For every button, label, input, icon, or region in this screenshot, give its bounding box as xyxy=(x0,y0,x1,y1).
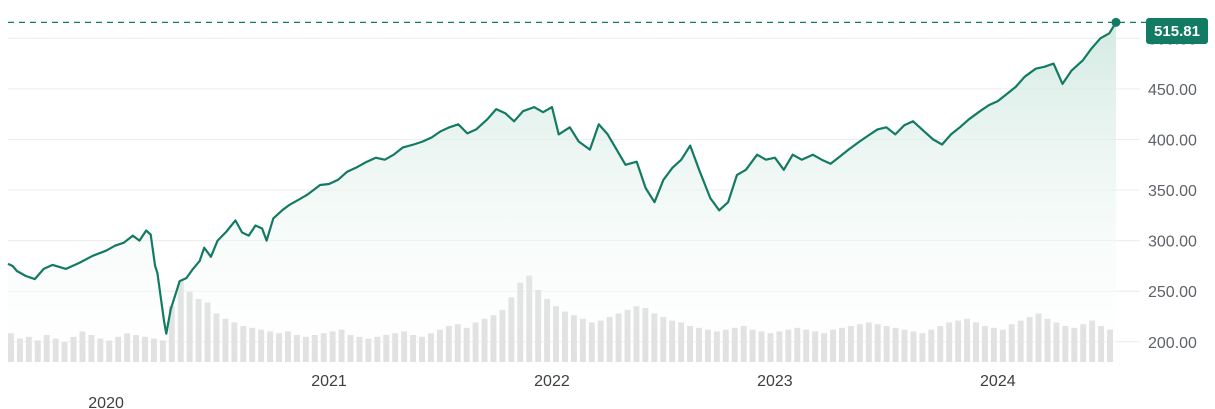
x-axis-ticks: 2020 2021 2022 2023 2024 xyxy=(88,373,1015,409)
y-tick-label: 400.00 xyxy=(1148,132,1197,149)
x-tick-label: 2024 xyxy=(980,373,1016,390)
price-area-fill xyxy=(8,22,1116,363)
x-tick-label: 2022 xyxy=(534,373,570,390)
y-axis-ticks: 200.00250.00300.00350.00400.00450.00500.… xyxy=(1148,31,1197,351)
x-tick-label: 2021 xyxy=(311,373,347,390)
current-price-marker[interactable] xyxy=(1111,17,1121,27)
y-tick-label: 450.00 xyxy=(1148,82,1197,99)
y-tick-label: 350.00 xyxy=(1148,183,1197,200)
y-tick-label: 250.00 xyxy=(1148,284,1197,301)
y-tick-label: 200.00 xyxy=(1148,335,1197,352)
x-tick-label: 2020 xyxy=(88,395,124,409)
current-price-label: 515.81 xyxy=(1154,23,1200,40)
x-tick-label: 2023 xyxy=(757,373,793,390)
current-price-badge: 515.81 xyxy=(1146,18,1208,44)
price-line xyxy=(7,21,1117,335)
y-tick-label: 300.00 xyxy=(1148,234,1197,251)
